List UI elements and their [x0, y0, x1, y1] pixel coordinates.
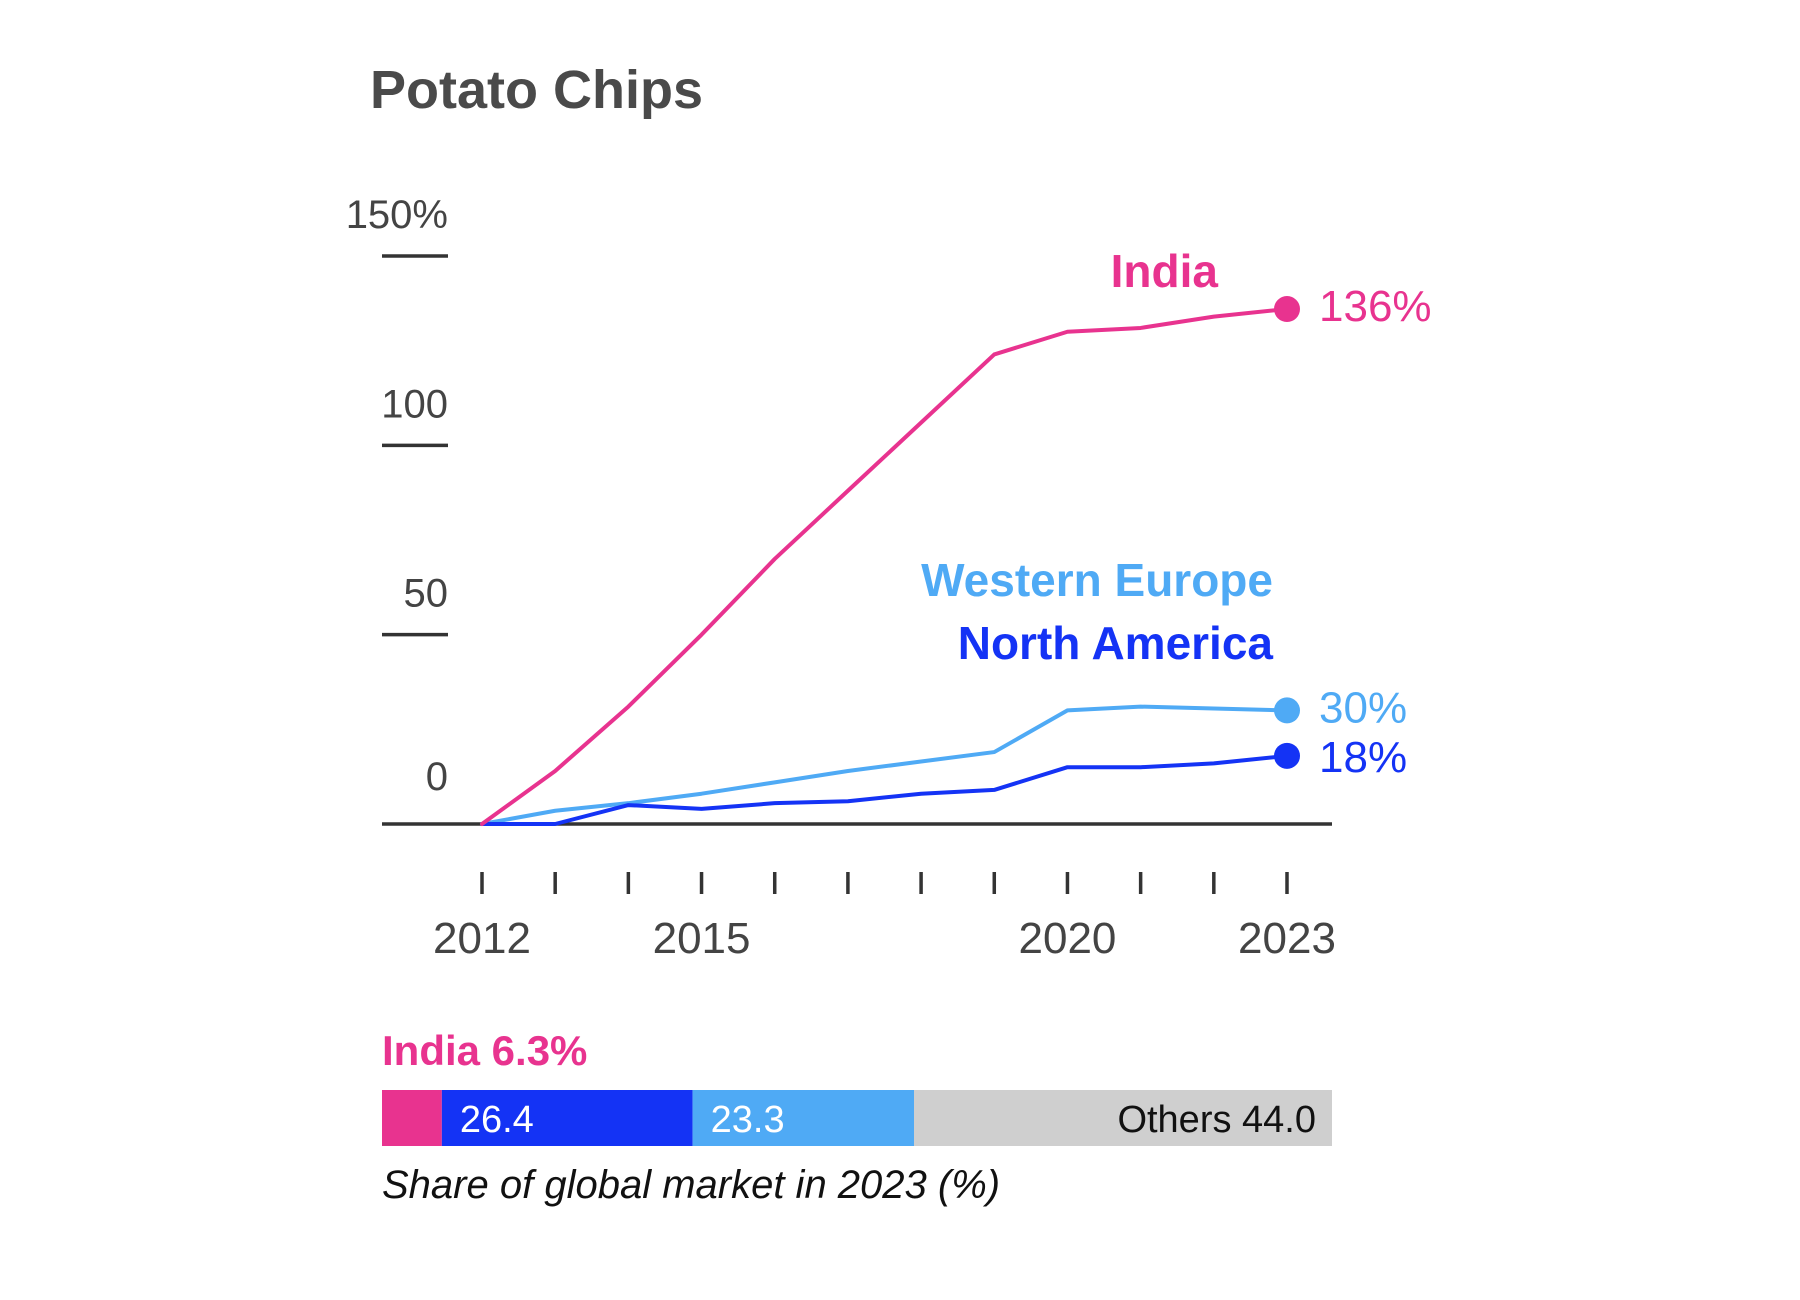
x-axis: 2012 2015 2020 2023: [382, 822, 1336, 963]
y-tick-label: 150%: [346, 193, 448, 237]
share-segment-others: [914, 1090, 1332, 1146]
x-tick-label: 2023: [1238, 914, 1336, 963]
x-tick-label: 2012: [433, 914, 531, 963]
share-caption: Share of global market in 2023 (%): [382, 1163, 1000, 1207]
series-name-india: India: [1111, 245, 1219, 297]
share-segment-western-europe: [692, 1090, 914, 1146]
chart-title: Potato Chips: [370, 60, 703, 120]
series-end-dot-north-america: [1274, 742, 1300, 769]
x-tick-label: 2015: [653, 914, 751, 963]
x-tick-label: 2020: [1019, 914, 1117, 963]
y-tick-label: 100: [381, 382, 448, 426]
series-line-north-america: [480, 753, 1289, 826]
share-label-north-america: 26.4: [460, 1099, 534, 1141]
market-share-bar: India 6.3% 26.4 23.3 Others 44.0: [382, 1027, 1332, 1146]
share-segment-india: [382, 1090, 442, 1146]
series-name-western-europe: Western Europe: [921, 554, 1273, 606]
series-name-north-america: North America: [958, 617, 1274, 669]
series-end-label-north-america: 18%: [1319, 733, 1407, 782]
share-label-others: Others 44.0: [1117, 1099, 1316, 1141]
series-line-india: [480, 307, 1289, 826]
series-line-western-europe: [480, 704, 1289, 826]
series-layer: 30% Western Europe 18% North America 136% Ind…: [480, 245, 1432, 826]
series-end-label-india: 136%: [1319, 282, 1432, 331]
y-tick-label: 50: [404, 572, 449, 616]
series-end-label-western-europe: 30%: [1319, 683, 1407, 732]
share-segment-north-america: [441, 1090, 693, 1146]
share-label-western-europe: 23.3: [711, 1099, 785, 1141]
share-label-india: India 6.3%: [382, 1027, 587, 1074]
y-axis: 0 50 100 150%: [346, 193, 448, 799]
y-tick-label: 0: [426, 755, 448, 799]
series-end-dot-western-europe: [1274, 697, 1300, 724]
series-end-dot-india: [1274, 296, 1300, 323]
